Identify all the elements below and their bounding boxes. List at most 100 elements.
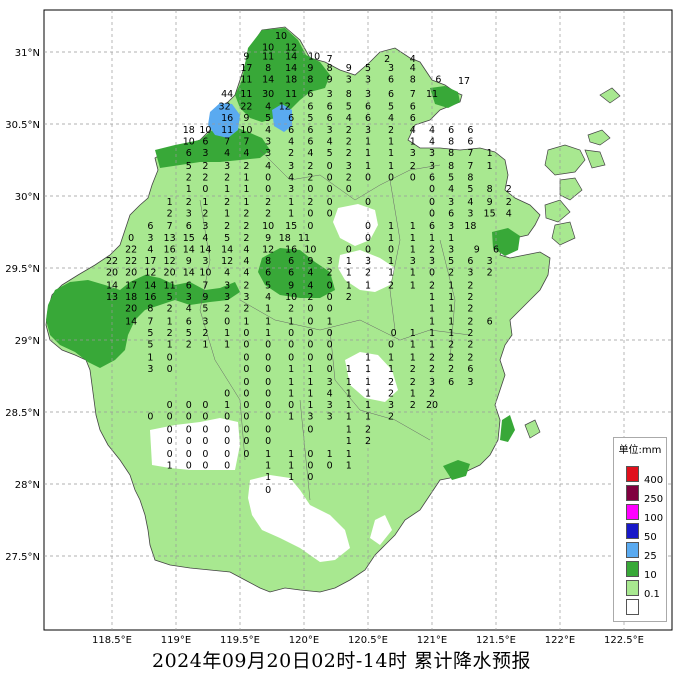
lon-label: 118.5°E [92,635,132,646]
station-value: 11 [285,89,297,100]
station-value: 0 [243,388,249,399]
lat-label: 30°N [15,192,40,203]
legend-level-label: 10 [644,570,657,581]
station-value: 1 [429,339,435,350]
station-value: 1 [224,400,230,411]
station-value: 1 [243,316,249,327]
station-value: 20 [426,400,438,411]
station-value: 3 [346,161,352,172]
station-value: 4 [388,113,394,124]
station-value: 6 [327,102,333,113]
station-value: 0 [243,364,249,375]
station-value: 9 [265,233,271,244]
legend-swatch [626,580,639,596]
station-value: 4 [307,267,313,278]
island-e3 [551,221,576,246]
station-value: 1 [186,184,192,195]
station-value: 6 [365,102,371,113]
station-value: 1 [365,148,371,159]
station-value: 1 [202,197,208,208]
station-value: 3 [327,400,333,411]
dry-area-south [150,418,240,470]
station-value: 6 [448,208,454,219]
station-value: 9 [186,256,192,267]
station-value: 5 [202,303,208,314]
station-value: 4 [224,148,230,159]
station-value: 0 [202,460,208,471]
station-value: 30 [262,89,274,100]
station-value: 0 [167,449,173,460]
station-value: 1 [388,364,394,375]
legend-swatch [626,485,639,501]
station-value: 2 [167,328,173,339]
rain-area-north [235,28,330,122]
rain-area-25mm-west [208,103,240,138]
station-value: 3 [410,256,416,267]
station-value: 0 [243,328,249,339]
station-value: 1 [327,316,333,327]
station-value: 3 [327,89,333,100]
station-value: 0 [224,316,230,327]
station-value: 1 [147,352,153,363]
station-value: 2 [243,161,249,172]
station-value: 3 [224,280,230,291]
station-value: 4 [224,267,230,278]
station-value: 0 [307,472,313,483]
station-value: 14 [199,244,211,255]
station-value: 2 [410,377,416,388]
station-value: 5 [448,172,454,183]
station-value: 3 [327,125,333,136]
station-value: 1 [288,316,294,327]
station-value: 0 [128,233,134,244]
station-value: 4 [327,136,333,147]
station-value: 3 [186,292,192,303]
station-value: 1 [307,364,313,375]
station-value: 6 [186,148,192,159]
station-value: 2 [448,339,454,350]
station-value: 0 [243,377,249,388]
station-value: 18 [279,233,291,244]
station-value: 2 [167,208,173,219]
station-value: 0 [202,411,208,422]
station-value: 5 [346,102,352,113]
station-value: 0 [202,449,208,460]
station-value: 22 [106,256,118,267]
legend-swatch [626,599,639,615]
station-value: 1 [410,221,416,232]
station-value: 2 [346,148,352,159]
station-value: 2 [467,280,473,291]
station-value: 4 [467,197,473,208]
station-value: 14 [221,244,233,255]
station-value: 0 [288,339,294,350]
island-se [524,419,541,439]
station-value: 0 [327,184,333,195]
station-value: 3 [410,148,416,159]
graticule [44,10,672,630]
station-value: 0 [202,400,208,411]
station-value: 3 [388,63,394,74]
station-value: 2 [410,364,416,375]
station-value: 9 [487,197,493,208]
station-value: 4 [265,292,271,303]
station-value: 17 [125,280,137,291]
station-value: 2 [186,172,192,183]
station-value: 6 [186,221,192,232]
lat-label: 27.5°N [5,552,40,563]
station-value: 3 [448,244,454,255]
station-value: 0 [429,267,435,278]
station-value: 1 [429,292,435,303]
legend-swatch [626,523,639,539]
station-value: 1 [388,256,394,267]
station-value: 2 [307,197,313,208]
station-value: 8 [265,63,271,74]
station-value: 5 [186,328,192,339]
station-value: 4 [243,244,249,255]
station-value: 0 [327,339,333,350]
station-value: 2 [243,208,249,219]
station-value: 1 [288,197,294,208]
station-value: 6 [202,136,208,147]
station-value: 1 [288,364,294,375]
station-value: 2 [467,292,473,303]
station-value: 1 [448,328,454,339]
